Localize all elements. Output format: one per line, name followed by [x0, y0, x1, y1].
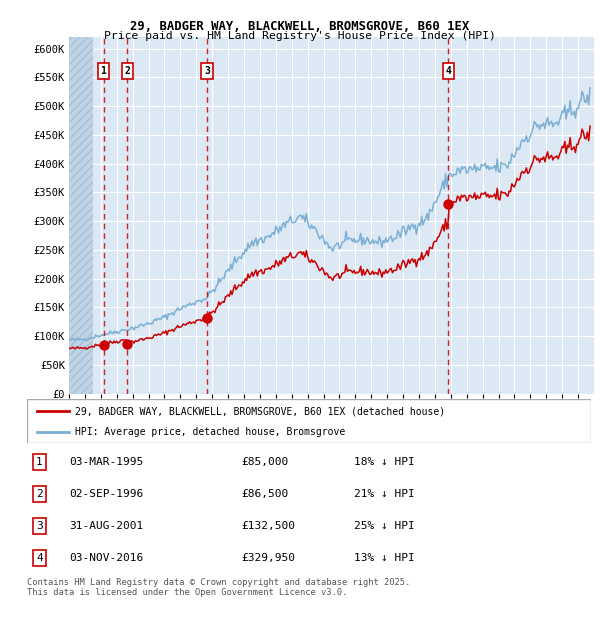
Text: £329,950: £329,950 [241, 552, 295, 562]
Text: 03-MAR-1995: 03-MAR-1995 [70, 458, 143, 467]
Text: 4: 4 [36, 552, 43, 562]
Text: 03-NOV-2016: 03-NOV-2016 [70, 552, 143, 562]
Text: 31-AUG-2001: 31-AUG-2001 [70, 521, 143, 531]
Text: 13% ↓ HPI: 13% ↓ HPI [354, 552, 415, 562]
Text: 2: 2 [124, 66, 130, 76]
Bar [69, 37, 93, 394]
Text: £86,500: £86,500 [241, 489, 289, 499]
Text: Price paid vs. HM Land Registry's House Price Index (HPI): Price paid vs. HM Land Registry's House … [104, 31, 496, 41]
Text: 29, BADGER WAY, BLACKWELL, BROMSGROVE, B60 1EX (detached house): 29, BADGER WAY, BLACKWELL, BROMSGROVE, B… [75, 406, 445, 416]
Text: 1: 1 [36, 458, 43, 467]
Text: HPI: Average price, detached house, Bromsgrove: HPI: Average price, detached house, Brom… [75, 427, 345, 437]
Text: £132,500: £132,500 [241, 521, 295, 531]
Text: Contains HM Land Registry data © Crown copyright and database right 2025.
This d: Contains HM Land Registry data © Crown c… [27, 578, 410, 597]
Text: 02-SEP-1996: 02-SEP-1996 [70, 489, 143, 499]
Text: 3: 3 [204, 66, 210, 76]
Text: 21% ↓ HPI: 21% ↓ HPI [354, 489, 415, 499]
Text: 4: 4 [445, 66, 451, 76]
Text: 3: 3 [36, 521, 43, 531]
Text: 18% ↓ HPI: 18% ↓ HPI [354, 458, 415, 467]
Text: 25% ↓ HPI: 25% ↓ HPI [354, 521, 415, 531]
Text: £85,000: £85,000 [241, 458, 289, 467]
Text: 29, BADGER WAY, BLACKWELL, BROMSGROVE, B60 1EX: 29, BADGER WAY, BLACKWELL, BROMSGROVE, B… [130, 20, 470, 33]
Text: 2: 2 [36, 489, 43, 499]
Text: 1: 1 [101, 66, 106, 76]
